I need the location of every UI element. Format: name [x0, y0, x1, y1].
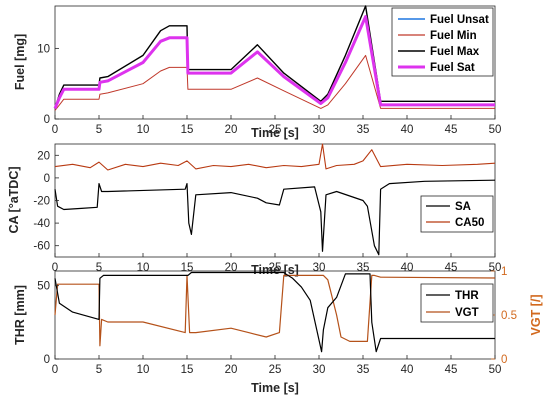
series-line-thr — [54, 271, 495, 353]
series-line-fuel-unsat — [53, 15, 495, 109]
y2tick-label: 0.5 — [501, 310, 517, 322]
xtick-label: 40 — [401, 364, 414, 376]
xtick-label: 25 — [269, 364, 282, 376]
xtick-label: 20 — [225, 364, 238, 376]
panel-fuel-yticks: 0 10 — [37, 43, 59, 126]
xtick-label: 15 — [181, 364, 194, 376]
panel-ca-xlabel: Time [s] — [251, 263, 299, 277]
legend-label-fuel-min: Fuel Min — [430, 30, 477, 42]
legend-label-thr: THR — [455, 290, 479, 302]
xtick-label: 5 — [96, 124, 102, 136]
panel-fuel-xlabel: Time [s] — [251, 126, 299, 140]
panel-ca-lines — [54, 143, 496, 256]
xtick-label: 35 — [357, 262, 370, 274]
legend-label-fuel-unsat: Fuel Unsat — [430, 14, 489, 26]
series-line-fuel-min — [54, 54, 495, 111]
xtick-label: 30 — [313, 262, 326, 274]
xtick-label: 25 — [269, 124, 282, 136]
xtick-label: 0 — [52, 364, 58, 376]
series-line-vgt — [54, 274, 496, 347]
panel-ca: 0 5 10 15 20 25 30 35 40 45 50 200-20-40-60 Time [… — [7, 143, 501, 277]
panel-thr-ylabel: THR [mm] — [13, 285, 27, 345]
ytick-label: 20 — [37, 150, 50, 162]
xtick-label: 10 — [137, 262, 150, 274]
panel-thr-yticks: 0 50 — [37, 281, 59, 366]
panel-ca-ylabel: CA [°aTDC] — [7, 166, 21, 233]
ytick-label: 0 — [44, 114, 50, 126]
xtick-label: 0 — [52, 262, 58, 274]
xtick-label: 0 — [52, 124, 58, 136]
ytick-label: 0 — [44, 173, 50, 185]
xtick-label: 35 — [357, 364, 370, 376]
xtick-label: 10 — [137, 124, 150, 136]
legend-label-ca50: CA50 — [455, 217, 484, 229]
ytick-label: 50 — [37, 281, 50, 293]
panel-thr-xticks: 0 5 10 15 20 25 30 35 40 45 50 — [52, 355, 502, 376]
xtick-label: 50 — [489, 124, 502, 136]
xtick-label: 20 — [225, 124, 238, 136]
series-line-sa — [54, 179, 496, 256]
panel-fuel-legend: Fuel Unsat Fuel Min Fuel Max Fuel Sat — [391, 7, 494, 77]
ytick-label: 10 — [37, 43, 50, 55]
legend-label-vgt: VGT — [455, 307, 479, 319]
panel-fuel: 0 5 10 15 20 25 30 35 40 45 50 0 10 Time [s] Fuel [… — [13, 5, 502, 140]
xtick-label: 45 — [445, 124, 458, 136]
panel-thr-lines — [54, 271, 496, 353]
panel-fuel-lines — [53, 5, 495, 111]
panel-thr-legend: THR VGT — [420, 283, 494, 323]
ytick-label: -20 — [33, 196, 50, 208]
xtick-label: 30 — [313, 364, 326, 376]
panel-thr-y2label: VGT [/] — [529, 295, 543, 336]
y2tick-label: 0 — [501, 354, 507, 366]
legend-label-sa: SA — [455, 201, 471, 213]
xtick-label: 40 — [401, 262, 414, 274]
ytick-label: -40 — [33, 218, 50, 230]
panel-fuel-xticks: 0 5 10 15 20 25 30 35 40 45 50 — [52, 115, 502, 136]
xtick-label: 10 — [137, 364, 150, 376]
xtick-label: 45 — [445, 262, 458, 274]
xtick-label: 30 — [313, 124, 326, 136]
xtick-label: 5 — [96, 262, 102, 274]
xtick-label: 35 — [357, 124, 370, 136]
xtick-label: 15 — [181, 124, 194, 136]
panel-ca-yticks: 20 0 -20 -40 -60 — [33, 150, 59, 253]
panel-thr-vgt: 0 5 10 15 20 25 30 35 40 45 50 050 00.51 Time [s] … — [13, 266, 543, 395]
legend-label-fuel-sat: Fuel Sat — [430, 62, 475, 74]
xtick-label: 50 — [489, 364, 502, 376]
xtick-label: 40 — [401, 124, 414, 136]
panel-ca-legend: SA CA50 — [420, 195, 494, 233]
panel-ca-legend-box — [420, 195, 494, 233]
legend-label-fuel-max: Fuel Max — [430, 46, 480, 58]
xtick-label: 45 — [445, 364, 458, 376]
panel-thr-xlabel: Time [s] — [251, 381, 299, 395]
xtick-label: 5 — [96, 364, 102, 376]
panel-fuel-ylabel: Fuel [mg] — [13, 34, 27, 90]
ytick-label: -60 — [33, 241, 50, 253]
ytick-label: 0 — [44, 354, 50, 366]
y2tick-label: 1 — [501, 266, 507, 278]
series-line-ca50 — [54, 143, 496, 171]
panel-thr-legend-box — [420, 283, 494, 323]
